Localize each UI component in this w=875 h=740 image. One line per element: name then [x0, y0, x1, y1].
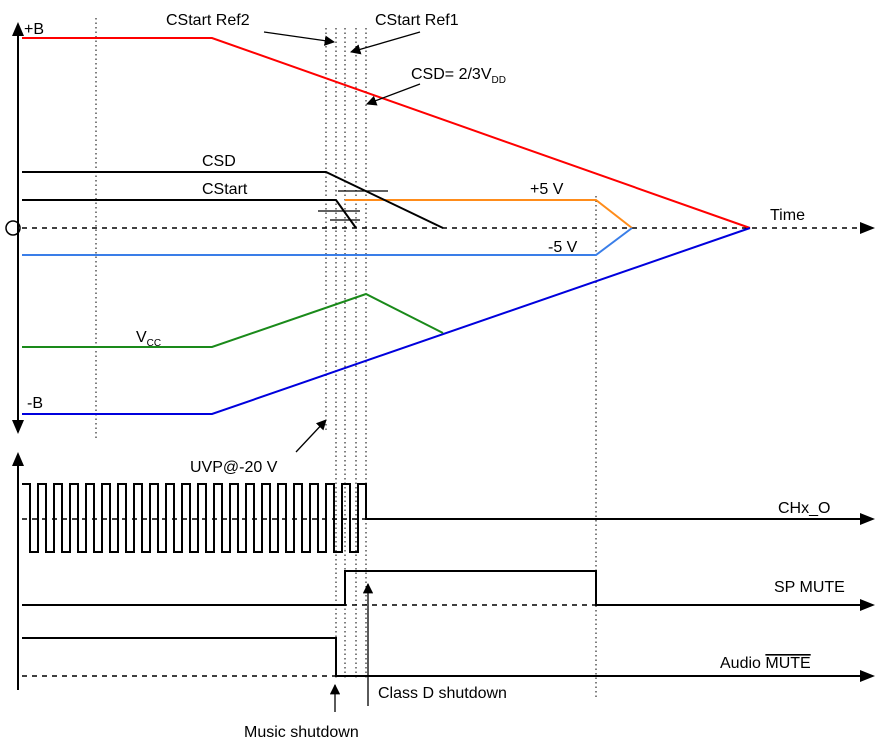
upper-axis-arrow-up — [12, 22, 24, 36]
lower-axis-arrow-up — [12, 452, 24, 466]
upper-axes — [5, 22, 875, 434]
plus-5v-trace — [345, 199, 633, 229]
audio-mute-signal — [22, 637, 860, 677]
cstart-ref1-label: CStart Ref1 — [375, 12, 459, 29]
vcc-trace — [22, 292, 444, 348]
minus-5v-trace — [22, 227, 633, 256]
sp-mute-label: SP MUTE — [774, 579, 845, 596]
time-markers — [95, 18, 597, 700]
uvp-label: UVP@-20 V — [190, 459, 278, 476]
supply-rails — [22, 37, 751, 415]
csd-equation-arrow — [366, 83, 421, 106]
plus-b-rail-trace — [22, 37, 751, 229]
minus-b-rail-trace — [22, 227, 751, 415]
chx-o-arrowhead — [860, 513, 875, 525]
origin-circle — [5, 220, 21, 236]
uvp-arrow — [295, 419, 327, 453]
lower-axes — [12, 452, 860, 690]
music-shutdown-label: Music shutdown — [244, 724, 359, 740]
vcc-label: VCC — [136, 329, 161, 349]
class-d-shutdown-label: Class D shutdown — [378, 685, 507, 702]
sp-mute-arrowhead — [860, 599, 875, 611]
minus-5v-label: -5 V — [548, 239, 578, 256]
audio-mute-label: Audio MUTE — [720, 655, 811, 672]
csd-label: CSD — [202, 153, 236, 170]
cstart-ref2-label: CStart Ref2 — [166, 12, 250, 29]
plus-b-label: +B — [24, 21, 44, 38]
upper-labels: +B -B CStart Ref2 CStart Ref1 CSD= 2/3VD… — [24, 12, 805, 476]
cstart-trace — [22, 199, 357, 229]
time-axis-arrow — [860, 222, 875, 234]
cstart-label: CStart — [202, 181, 248, 198]
minus-b-label: -B — [27, 395, 43, 412]
csd-trace — [22, 171, 444, 229]
chx-o-signal — [22, 483, 860, 553]
chx-o-label: CHx_O — [778, 500, 830, 517]
csd-equation-label: CSD= 2/3VDD — [411, 66, 506, 86]
cstart-ref1-arrow — [350, 31, 421, 55]
sp-mute-signal — [22, 570, 860, 606]
time-label: Time — [770, 207, 805, 224]
logic-signals — [22, 483, 875, 682]
upper-axis-arrow-down — [12, 420, 24, 434]
mute-overlined: MUTE — [765, 655, 810, 672]
audio-mute-arrowhead — [860, 670, 875, 682]
lower-labels: CHx_O SP MUTE Audio MUTE Class D shutdow… — [244, 500, 845, 740]
cstart-ref2-arrow — [263, 31, 336, 46]
plus-5v-label: +5 V — [530, 181, 564, 198]
annotation-arrows — [263, 31, 421, 453]
